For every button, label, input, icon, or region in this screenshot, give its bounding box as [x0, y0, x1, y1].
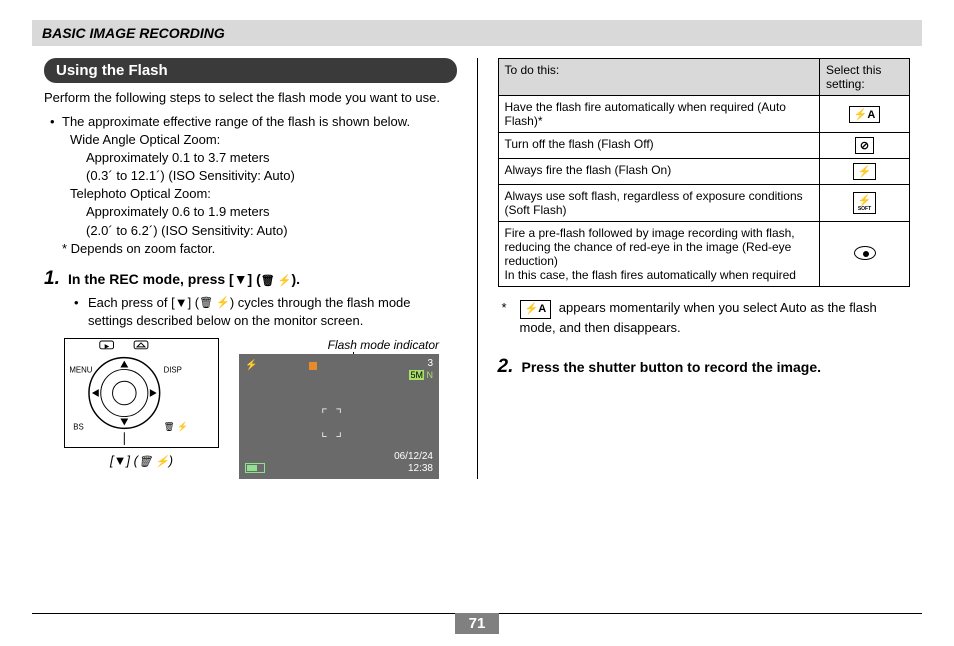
row5-desc-a: Fire a pre-flash followed by image recor…: [505, 226, 814, 268]
dial-caption-b: ): [169, 453, 173, 468]
row2-desc: Turn off the flash (Flash Off): [498, 133, 820, 159]
svg-text:🗑 ⚡: 🗑 ⚡: [164, 421, 189, 433]
depends-note: * Depends on zoom factor.: [62, 240, 457, 258]
lcd-screen: ⚡ 3 5M N ⌜ ⌝ ⌞ ⌟ 06/12/24 12:38: [239, 354, 439, 479]
row5-desc: Fire a pre-flash followed by image recor…: [498, 222, 820, 287]
step-1-text-b: ).: [292, 271, 301, 287]
table-header-1: To do this:: [498, 59, 820, 96]
step-2-number: 2.: [498, 356, 522, 378]
flash-on-icon: ⚡: [853, 163, 877, 180]
tele-line1: Approximately 0.6 to 1.9 meters: [86, 203, 457, 221]
table-row: Always fire the flash (Flash On) ⚡: [498, 159, 910, 185]
soft-flash-icon: ⚡SOFT: [853, 192, 877, 214]
svg-text:▶: ▶: [105, 344, 110, 350]
trash-flash-icon: 🗑 ⚡: [199, 297, 230, 309]
camera-dial-svg: ▶ MENU DISP BS 🗑 ⚡: [64, 338, 219, 448]
chapter-header: BASIC IMAGE RECORDING: [32, 20, 922, 46]
row5-desc-b: In this case, the flash fires automatica…: [505, 268, 814, 282]
step-2-text: Press the shutter button to record the i…: [522, 356, 822, 378]
lcd-flash-indicator: ⚡: [245, 360, 257, 371]
lcd-battery-icon: [245, 463, 265, 473]
svg-text:DISP: DISP: [164, 366, 182, 375]
step1-bullet-a: Each press of [▼] (: [88, 295, 199, 310]
step-1-number: 1.: [44, 268, 68, 290]
table-header-row: To do this: Select this setting:: [498, 59, 910, 96]
lcd-illustration: Flash mode indicator ⚡ 3 5M N ⌜ ⌝ ⌞ ⌟: [239, 338, 439, 479]
row4-desc: Always use soft flash, regardless of exp…: [498, 185, 820, 222]
dial-caption: [▼] (🗑 ⚡): [64, 453, 219, 468]
lcd-top-right: 3 5M N: [409, 358, 433, 381]
row4-icon-cell: ⚡SOFT: [820, 185, 910, 222]
table-row: Fire a pre-flash followed by image recor…: [498, 222, 910, 287]
lcd-focus-mode-icon: [309, 362, 317, 370]
lcd-caption: Flash mode indicator: [239, 338, 439, 352]
two-column-layout: Using the Flash Perform the following st…: [32, 58, 922, 479]
right-column: To do this: Select this setting: Have th…: [478, 58, 923, 479]
lcd-datetime: 06/12/24 12:38: [394, 451, 433, 475]
row5-icon-cell: [820, 222, 910, 287]
table-header-2: Select this setting:: [820, 59, 910, 96]
lcd-shots-remaining: 3: [409, 358, 433, 370]
lcd-focus-brackets: ⌜ ⌝ ⌞ ⌟: [321, 406, 344, 440]
range-bullet: The approximate effective range of the f…: [62, 113, 410, 131]
step-2: 2. Press the shutter button to record th…: [498, 356, 911, 378]
trash-flash-icon: 🗑 ⚡: [138, 456, 169, 468]
svg-text:BS: BS: [73, 423, 83, 432]
illustrations-row: ▶ MENU DISP BS 🗑 ⚡ [▼: [64, 338, 457, 479]
red-eye-icon: [854, 246, 876, 260]
step-1-text-a: In the REC mode, press [▼] (: [68, 271, 261, 287]
table-row: Always use soft flash, regardless of exp…: [498, 185, 910, 222]
left-column: Using the Flash Perform the following st…: [32, 58, 478, 479]
flash-off-icon: ⊘: [855, 137, 874, 154]
section-title: Using the Flash: [44, 58, 457, 83]
page-footer: 71: [32, 613, 922, 634]
auto-flash-icon: ⚡A: [849, 106, 881, 123]
row1-icon-cell: ⚡A: [820, 96, 910, 133]
flash-settings-table: To do this: Select this setting: Have th…: [498, 58, 911, 287]
table-row: Turn off the flash (Flash Off) ⊘: [498, 133, 910, 159]
row2-icon-cell: ⊘: [820, 133, 910, 159]
range-info: •The approximate effective range of the …: [50, 113, 457, 259]
intro-text: Perform the following steps to select th…: [44, 89, 457, 107]
table-row: Have the flash fire automatically when r…: [498, 96, 910, 133]
step-1-bullet: • Each press of [▼] (🗑 ⚡) cycles through…: [74, 294, 457, 330]
tele-line2: (2.0´ to 6.2´) (ISO Sensitivity: Auto): [86, 222, 457, 240]
auto-flash-note: * ⚡A appears momentarily when you select…: [502, 299, 911, 338]
row3-desc: Always fire the flash (Flash On): [498, 159, 820, 185]
wide-label: Wide Angle Optical Zoom:: [70, 131, 457, 149]
step-1: 1. In the REC mode, press [▼] (🗑 ⚡).: [44, 268, 457, 290]
note-text: appears momentarily when you select Auto…: [520, 300, 877, 335]
trash-flash-icon: 🗑 ⚡: [261, 275, 292, 287]
lcd-time: 12:38: [394, 463, 433, 475]
step-1-text: In the REC mode, press [▼] (🗑 ⚡).: [68, 268, 300, 290]
auto-flash-icon: ⚡A: [520, 300, 552, 319]
dial-caption-a: [▼] (: [110, 453, 138, 468]
lcd-quality-n: N: [427, 370, 434, 380]
row1-desc: Have the flash fire automatically when r…: [498, 96, 820, 133]
row3-icon-cell: ⚡: [820, 159, 910, 185]
svg-text:MENU: MENU: [69, 366, 92, 375]
camera-dial-illustration: ▶ MENU DISP BS 🗑 ⚡ [▼: [64, 338, 219, 468]
lcd-date: 06/12/24: [394, 451, 433, 463]
wide-line2: (0.3´ to 12.1´) (ISO Sensitivity: Auto): [86, 167, 457, 185]
wide-line1: Approximately 0.1 to 3.7 meters: [86, 149, 457, 167]
tele-label: Telephoto Optical Zoom:: [70, 185, 457, 203]
page-number: 71: [455, 613, 499, 634]
